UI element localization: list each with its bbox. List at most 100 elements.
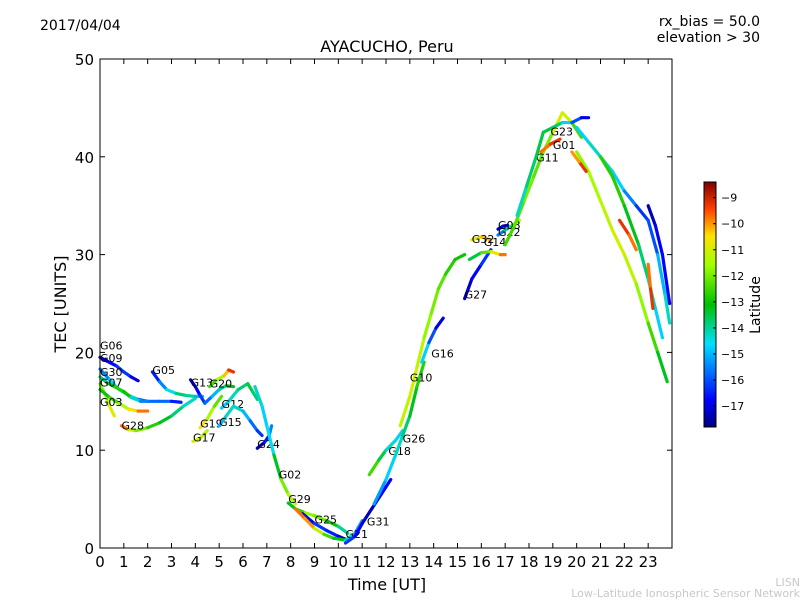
colorbar-tick-label: −14	[721, 322, 744, 335]
track-segment	[129, 395, 143, 403]
x-tick-label: 22	[615, 553, 634, 571]
satellite-track: G30	[98, 366, 150, 403]
track-segment	[515, 184, 529, 218]
satellite-track	[598, 155, 665, 340]
track-segment	[577, 160, 588, 174]
track-segment	[525, 155, 538, 188]
track-segment	[379, 477, 393, 496]
track-segment	[653, 223, 665, 257]
track-segment	[622, 253, 638, 286]
elevation-label: elevation > 30	[656, 30, 760, 46]
track-segment	[353, 521, 364, 538]
track-segment	[227, 368, 236, 374]
track-segment	[610, 174, 626, 208]
x-tick-label: 21	[591, 553, 610, 571]
satellite-label: G30	[100, 366, 123, 379]
satellite-label: G28	[121, 420, 144, 433]
satellite-track: G23	[515, 116, 591, 218]
track-segment	[646, 204, 657, 227]
track-segment	[127, 407, 140, 413]
satellite-label: G31	[367, 516, 390, 529]
track-segment	[303, 511, 317, 518]
satellite-track	[646, 204, 672, 306]
track-segment	[610, 228, 626, 257]
track-segment	[384, 453, 398, 482]
date-label: 2017/04/04	[40, 18, 121, 34]
x-tick-label: 18	[519, 553, 538, 571]
track-segment	[586, 140, 603, 159]
track-segment	[377, 448, 388, 462]
track-segment	[260, 404, 269, 428]
satellite-label: G06	[100, 339, 123, 352]
track-segment	[393, 433, 405, 457]
satellite-label: G09	[100, 352, 123, 365]
track-segment	[598, 199, 615, 232]
track-segment	[586, 169, 603, 203]
satellite-label: G15	[219, 416, 242, 429]
track-segment	[322, 532, 336, 540]
track-segment	[324, 528, 340, 538]
track-segment	[393, 429, 405, 443]
axes: 0 1 2 3 4 5 6 7 8 9 10 11 12 13 14 15 16 17 18 19 20 21 22 2301…	[75, 51, 673, 571]
x-tick-label: 20	[567, 553, 586, 571]
track-segment	[217, 414, 228, 428]
track-segment	[429, 287, 441, 315]
track-segment	[560, 111, 574, 125]
chart-title: AYACUCHO, Peru	[320, 37, 453, 56]
satellite-track	[646, 262, 655, 310]
track-segment	[443, 257, 457, 276]
satellite-track	[570, 150, 588, 174]
satellite-label: G07	[100, 377, 123, 390]
track-segment	[236, 382, 250, 392]
track-segment	[660, 253, 672, 306]
colorbar-tick-label: −17	[721, 400, 744, 413]
y-tick-label: 30	[75, 247, 94, 265]
x-tick-label: 5	[214, 553, 224, 571]
x-tick-label: 2	[143, 553, 153, 571]
satellite-label: G29	[288, 493, 311, 506]
track-segment	[656, 253, 667, 296]
track-segment	[427, 326, 438, 345]
satellite-label: G20	[210, 378, 233, 391]
track-segment	[467, 251, 483, 262]
track-segment	[112, 385, 126, 394]
track-segment	[634, 282, 650, 325]
x-tick-label: 3	[167, 553, 177, 571]
track-segment	[634, 204, 650, 222]
track-segment	[165, 387, 178, 396]
track-segment	[420, 341, 431, 364]
track-segment	[198, 417, 209, 430]
track-segment	[279, 477, 290, 496]
satellite-track: G13	[188, 377, 236, 405]
track-segment	[522, 174, 536, 203]
satellite-track	[575, 150, 669, 384]
track-segment	[415, 336, 426, 369]
satellite-track: G03	[98, 387, 150, 413]
y-tick-label: 0	[84, 540, 94, 558]
track-segment	[303, 517, 317, 531]
satellite-track: G02	[253, 385, 301, 506]
track-segment	[343, 534, 357, 545]
x-tick-label: 12	[376, 553, 395, 571]
track-segment	[203, 394, 214, 405]
track-segment	[570, 150, 581, 164]
track-segment	[489, 250, 502, 257]
track-segment	[534, 130, 545, 159]
track-segment	[637, 243, 650, 281]
satellite-label: G05	[152, 364, 175, 377]
track-segment	[169, 404, 186, 418]
track-segment	[501, 223, 510, 228]
satellite-track: G06	[98, 339, 140, 383]
x-tick-label: 8	[286, 553, 296, 571]
satellite-track: G16	[420, 316, 454, 364]
track-segment	[415, 360, 426, 389]
track-segment	[408, 385, 419, 418]
track-segment	[219, 399, 231, 410]
track-segment	[539, 142, 553, 154]
satellite-track: G05	[150, 364, 205, 399]
track-segment	[181, 396, 197, 408]
x-tick-label: 10	[329, 553, 348, 571]
colorbar-tick-label: −15	[721, 348, 744, 361]
track-segment	[532, 150, 545, 178]
